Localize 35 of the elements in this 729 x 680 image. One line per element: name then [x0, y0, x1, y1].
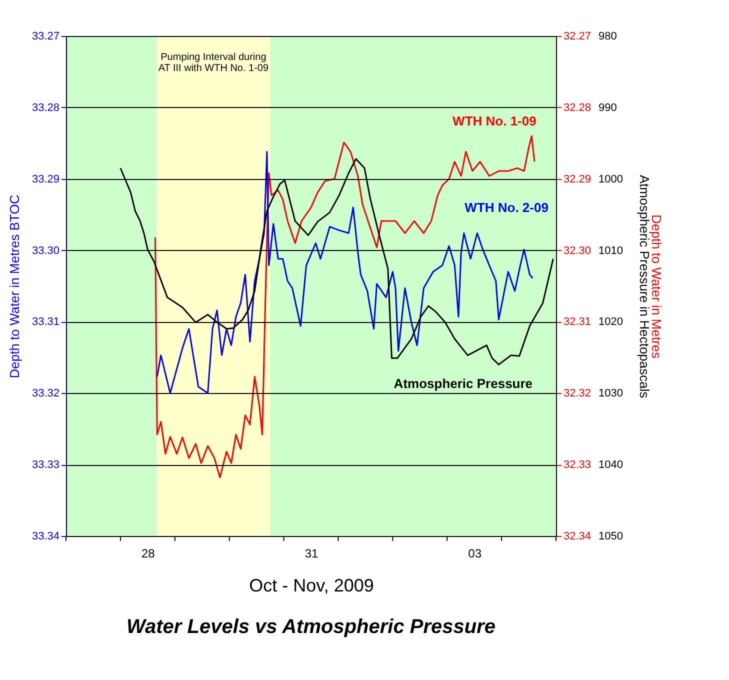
y-tick-label: 33.29 — [32, 173, 60, 186]
series-label: Atmospheric Pressure — [394, 376, 533, 391]
y-tick-label: 33.34 — [32, 530, 60, 542]
y-tick-label: 33.28 — [32, 102, 60, 114]
y-tick-label: 33.27 — [32, 30, 60, 42]
y2-axis-title: Depth to Water in Metres — [649, 214, 664, 360]
x-tick-label: 31 — [304, 546, 318, 560]
y3-tick-label: 1000 — [598, 173, 623, 186]
y2-tick-label: 32.31 — [564, 316, 592, 328]
series-label: WTH No. 1-09 — [452, 114, 536, 129]
y2-tick-label: 32.34 — [564, 530, 592, 542]
y2-tick-label: 32.30 — [564, 244, 592, 257]
y2-tick-label: 32.27 — [564, 30, 592, 42]
y3-tick-label: 1040 — [598, 459, 623, 472]
band-label: Pumping Interval during AT III with WTH No. 1-09 — [158, 52, 269, 74]
y-tick-label: 33.30 — [32, 244, 60, 257]
y2-tick-label: 32.29 — [564, 173, 592, 186]
y3-tick-label: 1020 — [598, 316, 623, 328]
x-axis-title: Oct - Nov, 2009 — [249, 576, 374, 596]
y-tick-label: 33.33 — [32, 459, 60, 472]
y-tick-label: 33.32 — [32, 388, 60, 400]
y3-tick-label: 980 — [598, 30, 617, 42]
text: Water Levels vs Atmospheric Pressure — [126, 616, 496, 638]
y-tick-label: 33.31 — [32, 316, 60, 328]
y2-tick-label: 32.32 — [564, 388, 592, 400]
y3-tick-label: 1010 — [598, 244, 623, 257]
y-axis-title: Depth to Water in Metres BTOC — [6, 194, 22, 378]
y3-tick-label: 1050 — [598, 530, 623, 542]
x-tick-label: 03 — [468, 546, 482, 560]
y2-tick-label: 32.33 — [564, 459, 592, 472]
y3-tick-label: 990 — [598, 102, 617, 114]
y3-tick-label: 1030 — [598, 388, 623, 400]
x-tick-label: 28 — [141, 546, 156, 560]
series-label: WTH No. 2-09 — [464, 200, 548, 216]
y2-tick-label: 32.28 — [564, 102, 592, 114]
